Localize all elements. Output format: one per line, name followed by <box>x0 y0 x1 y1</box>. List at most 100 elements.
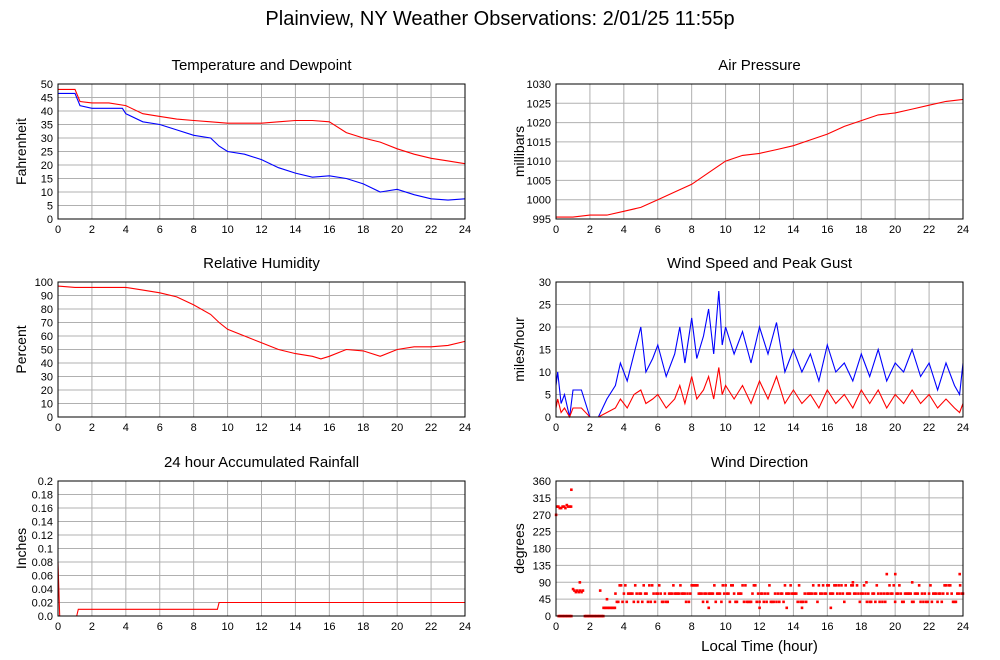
data-point <box>574 590 578 594</box>
data-point <box>729 584 733 587</box>
data-point <box>872 592 876 595</box>
y-tick-label: 315 <box>533 493 551 505</box>
data-point <box>940 600 944 604</box>
data-point <box>845 592 849 595</box>
data-point <box>694 584 698 587</box>
y-tick-label: 270 <box>533 510 551 522</box>
data-point <box>703 592 706 595</box>
x-tick-label: 18 <box>855 621 867 633</box>
data-point <box>837 584 840 587</box>
chart-title: Air Pressure <box>718 57 801 74</box>
data-point <box>707 592 710 595</box>
data-point <box>874 600 877 604</box>
data-point <box>783 584 787 587</box>
data-point <box>711 592 715 595</box>
data-point <box>673 592 677 595</box>
chart-rain: 0 2 4 6 8 10 12 14 16 18 20 22 240.00.020.040.060.08… <box>13 454 471 633</box>
data-point <box>614 592 617 595</box>
x-tick-label: 22 <box>425 224 437 236</box>
data-point <box>847 592 850 595</box>
data-point <box>814 592 818 595</box>
data-point <box>566 505 570 508</box>
x-tick-label: 12 <box>753 224 765 236</box>
x-tick-label: 24 <box>957 621 969 633</box>
x-tick-label: 24 <box>459 224 471 236</box>
data-point <box>749 600 753 604</box>
data-point <box>858 600 862 604</box>
data-point <box>609 606 612 610</box>
x-tick-label: 2 <box>587 224 593 236</box>
x-tick-label: 24 <box>459 621 471 633</box>
x-tick-label: 18 <box>357 224 369 236</box>
data-point <box>674 592 678 595</box>
data-point <box>883 600 887 604</box>
data-point <box>642 584 646 587</box>
y-tick-label: 0.16 <box>32 503 53 515</box>
data-point <box>910 600 914 604</box>
y-tick-label: 45 <box>41 93 53 105</box>
x-tick-label: 20 <box>889 422 901 434</box>
data-point <box>656 592 660 595</box>
data-point <box>855 584 859 587</box>
y-tick-label: 0 <box>47 214 53 226</box>
data-point <box>868 600 872 604</box>
data-point <box>875 584 879 587</box>
data-point <box>943 584 946 587</box>
plot-frame <box>57 281 466 418</box>
data-point <box>818 592 822 595</box>
x-tick-label: 12 <box>255 621 267 633</box>
data-point <box>811 584 815 587</box>
y-tick-label: 10 <box>41 399 53 411</box>
data-point <box>645 592 648 595</box>
page-title: Plainview, NY Weather Observations: 2/01… <box>265 8 735 30</box>
data-point <box>937 592 941 595</box>
x-tick-label: 4 <box>621 422 627 434</box>
chart-temp: 0 2 4 6 8 10 12 14 16 18 20 22 240510152025303540455… <box>13 57 471 236</box>
x-tick-label: 2 <box>89 621 95 633</box>
x-tick-label: 0 <box>553 422 559 434</box>
x-tick-label: 18 <box>357 422 369 434</box>
data-point <box>558 506 562 510</box>
x-tick-label: 10 <box>719 224 731 236</box>
y-tick-label: 80 <box>41 304 53 316</box>
data-point <box>851 584 855 587</box>
chart-title: Wind Direction <box>711 454 809 471</box>
data-point <box>632 600 636 604</box>
x-tick-label: 20 <box>391 422 403 434</box>
data-point <box>701 600 705 604</box>
x-tick-label: 18 <box>855 224 867 236</box>
data-point <box>867 592 870 595</box>
chart-title: 24 hour Accumulated Rainfall <box>164 454 359 471</box>
data-point <box>796 600 799 604</box>
data-point <box>616 600 620 604</box>
x-tick-label: 4 <box>123 224 129 236</box>
x-tick-label: 8 <box>689 224 695 236</box>
data-point <box>619 584 623 587</box>
y-tick-label: 0.08 <box>32 557 53 569</box>
x-tick-label: 12 <box>753 621 765 633</box>
y-tick-label: 15 <box>41 174 53 186</box>
data-point <box>659 592 662 595</box>
y-tick-label: 40 <box>41 358 53 370</box>
y-tick-label: 0.2 <box>38 476 53 488</box>
x-tick-label: 24 <box>459 422 471 434</box>
y-axis-label: Fahrenheit <box>13 118 29 185</box>
x-axis-label: Local Time (hour) <box>701 638 818 655</box>
data-point <box>804 600 808 604</box>
y-tick-label: 45 <box>539 594 551 606</box>
data-point <box>916 592 920 595</box>
y-tick-label: 1025 <box>527 98 551 110</box>
data-point <box>806 592 809 595</box>
data-point <box>607 606 611 610</box>
data-point <box>865 600 869 604</box>
x-tick-label: 20 <box>889 621 901 633</box>
data-point <box>786 592 790 595</box>
y-tick-label: 0 <box>545 412 551 424</box>
data-point <box>834 584 838 587</box>
data-point <box>622 592 626 595</box>
data-point <box>606 606 610 610</box>
data-point <box>562 505 566 508</box>
data-point <box>923 592 927 595</box>
data-point <box>958 584 962 587</box>
chart-title: Relative Humidity <box>203 255 320 272</box>
